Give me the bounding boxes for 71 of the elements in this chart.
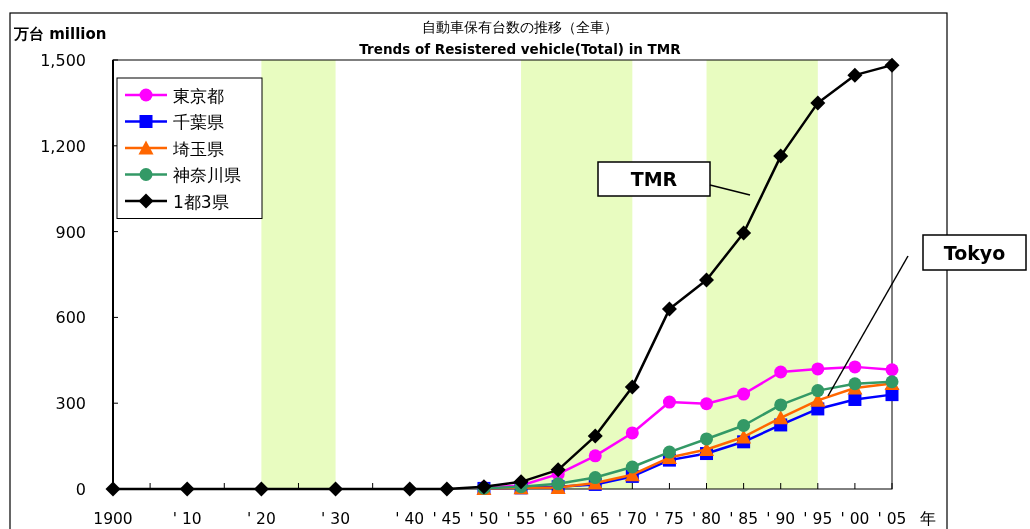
point bbox=[402, 481, 418, 497]
point bbox=[662, 445, 676, 459]
point bbox=[587, 428, 603, 444]
point bbox=[179, 481, 195, 497]
annotation: TMR bbox=[630, 168, 678, 190]
point bbox=[624, 379, 640, 395]
x-tick-label: ' 50 bbox=[469, 510, 499, 528]
x-tick-label: ' 65 bbox=[580, 510, 610, 528]
y-tick-label: 600 bbox=[55, 308, 86, 328]
point bbox=[105, 481, 121, 497]
point bbox=[588, 449, 602, 463]
y-tick-label: 300 bbox=[55, 394, 86, 414]
point bbox=[625, 460, 639, 474]
point bbox=[737, 419, 751, 433]
point bbox=[700, 432, 714, 446]
x-tick-label: ' 60 bbox=[543, 510, 573, 528]
point bbox=[700, 397, 714, 411]
y-tick-label: 900 bbox=[55, 222, 86, 242]
point bbox=[625, 426, 639, 440]
y-tick-label: 1,500 bbox=[40, 51, 86, 70]
point bbox=[736, 429, 752, 444]
point bbox=[550, 462, 566, 478]
y-tick-label: 1,200 bbox=[40, 136, 86, 156]
point bbox=[253, 481, 269, 497]
legend-label: 千葉県 bbox=[173, 112, 224, 132]
legend-label: 1都3県 bbox=[173, 191, 229, 212]
x-axis-title: 年 bbox=[920, 509, 936, 528]
point bbox=[661, 301, 677, 317]
point bbox=[811, 384, 825, 398]
x-tick-label: ' 70 bbox=[617, 510, 647, 528]
x-tick-label: ' 45 bbox=[432, 510, 462, 528]
point bbox=[774, 365, 788, 379]
point bbox=[328, 481, 344, 497]
x-tick-label: ' 00 bbox=[840, 510, 870, 528]
x-tick-label: ' 30 bbox=[321, 510, 351, 528]
x-tick-label: ' 85 bbox=[729, 510, 759, 528]
x-tick-label: ' 05 bbox=[877, 510, 907, 528]
point bbox=[773, 148, 789, 164]
chart-title: 自動車保有台数の推移（全車） bbox=[422, 19, 618, 35]
point bbox=[699, 272, 715, 288]
point bbox=[773, 410, 789, 425]
y-tick-label: 0 bbox=[75, 480, 86, 499]
point bbox=[811, 362, 825, 376]
x-tick-label: ' 80 bbox=[692, 510, 721, 528]
y-axis-title: 万台 million bbox=[13, 25, 107, 43]
point bbox=[885, 363, 899, 377]
x-tick-label: 1900 bbox=[93, 510, 133, 528]
x-tick-label: ' 95 bbox=[803, 510, 833, 528]
point bbox=[662, 395, 676, 409]
legend-label: 東京都 bbox=[173, 85, 224, 106]
point bbox=[848, 360, 862, 374]
text: Tokyo bbox=[943, 241, 1006, 264]
point bbox=[810, 95, 826, 111]
legend-label: 神奈川県 bbox=[173, 165, 241, 185]
point bbox=[439, 481, 455, 497]
point bbox=[513, 474, 529, 490]
x-tick-label: ' 40 bbox=[395, 510, 425, 528]
legend-label: 埼玉県 bbox=[172, 138, 224, 159]
point bbox=[588, 471, 602, 485]
x-tick-label: ' 90 bbox=[766, 510, 796, 528]
point bbox=[736, 225, 752, 241]
point bbox=[737, 387, 751, 401]
chart-subtitle: Trends of Resistered vehicle(Total) in TMR bbox=[359, 41, 682, 57]
point bbox=[847, 67, 863, 83]
x-tick-label: ' 75 bbox=[654, 510, 684, 528]
point bbox=[884, 57, 900, 73]
point bbox=[774, 398, 788, 412]
point bbox=[848, 377, 862, 391]
x-tick-label: ' 10 bbox=[172, 510, 202, 528]
x-tick-label: ' 20 bbox=[246, 510, 276, 528]
x-tick-label: ' 55 bbox=[506, 510, 536, 528]
